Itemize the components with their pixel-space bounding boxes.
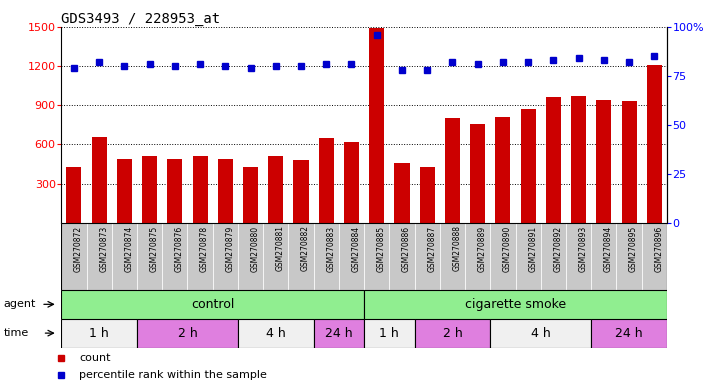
Text: GDS3493 / 228953_at: GDS3493 / 228953_at — [61, 12, 221, 26]
Text: GSM270886: GSM270886 — [402, 225, 411, 271]
Bar — [137, 319, 238, 348]
Bar — [490, 319, 591, 348]
Text: GSM270888: GSM270888 — [453, 225, 461, 271]
Bar — [546, 98, 561, 223]
Bar — [61, 290, 364, 319]
Bar — [591, 223, 616, 290]
Bar — [162, 223, 187, 290]
Bar — [616, 223, 642, 290]
Bar — [394, 163, 410, 223]
Text: GSM270874: GSM270874 — [125, 225, 133, 271]
Bar — [415, 223, 440, 290]
Bar — [364, 290, 667, 319]
Text: GSM270884: GSM270884 — [352, 225, 360, 271]
Bar — [591, 319, 667, 348]
Text: GSM270879: GSM270879 — [226, 225, 234, 271]
Bar — [339, 223, 364, 290]
Bar — [389, 223, 415, 290]
Text: 1 h: 1 h — [89, 327, 109, 339]
Bar — [268, 156, 283, 223]
Bar — [218, 159, 233, 223]
Bar — [571, 96, 586, 223]
Bar — [516, 223, 541, 290]
Text: GSM270894: GSM270894 — [604, 225, 613, 271]
Bar — [142, 156, 157, 223]
Text: GSM270893: GSM270893 — [579, 225, 588, 271]
Text: GSM270880: GSM270880 — [251, 225, 260, 271]
Bar — [642, 223, 667, 290]
Text: 2 h: 2 h — [443, 327, 462, 339]
Text: GSM270885: GSM270885 — [377, 225, 386, 271]
Bar — [364, 223, 389, 290]
Bar — [445, 118, 460, 223]
Bar — [420, 167, 435, 223]
Bar — [521, 109, 536, 223]
Bar — [137, 223, 162, 290]
Bar — [344, 142, 359, 223]
Bar — [465, 223, 490, 290]
Text: 24 h: 24 h — [615, 327, 643, 339]
Bar — [117, 159, 132, 223]
Bar — [541, 223, 566, 290]
Bar — [187, 223, 213, 290]
Bar — [415, 319, 490, 348]
Bar — [314, 223, 339, 290]
Bar — [596, 100, 611, 223]
Bar — [66, 167, 81, 223]
Text: percentile rank within the sample: percentile rank within the sample — [79, 370, 267, 380]
Text: cigarette smoke: cigarette smoke — [465, 298, 566, 311]
Text: time: time — [4, 328, 29, 338]
Text: GSM270895: GSM270895 — [629, 225, 638, 271]
Text: control: control — [191, 298, 234, 311]
Bar — [238, 319, 314, 348]
Text: GSM270887: GSM270887 — [427, 225, 436, 271]
Text: GSM270891: GSM270891 — [528, 225, 537, 271]
Bar — [263, 223, 288, 290]
Bar — [622, 101, 637, 223]
Text: GSM270881: GSM270881 — [276, 225, 285, 271]
Bar — [213, 223, 238, 290]
Bar — [288, 223, 314, 290]
Bar — [61, 319, 137, 348]
Text: GSM270889: GSM270889 — [478, 225, 487, 271]
Bar — [193, 156, 208, 223]
Text: count: count — [79, 353, 111, 363]
Bar — [364, 319, 415, 348]
Text: GSM270876: GSM270876 — [175, 225, 184, 271]
Bar — [92, 137, 107, 223]
Bar — [293, 160, 309, 223]
Text: GSM270883: GSM270883 — [327, 225, 335, 271]
Bar — [490, 223, 516, 290]
Text: 4 h: 4 h — [531, 327, 551, 339]
Text: 24 h: 24 h — [325, 327, 353, 339]
Bar — [647, 65, 662, 223]
Text: GSM270878: GSM270878 — [200, 225, 209, 271]
Text: GSM270892: GSM270892 — [554, 225, 562, 271]
Text: 4 h: 4 h — [266, 327, 286, 339]
Text: GSM270896: GSM270896 — [655, 225, 663, 271]
Text: GSM270882: GSM270882 — [301, 225, 310, 271]
Bar — [319, 138, 334, 223]
Text: agent: agent — [4, 299, 36, 310]
Bar — [369, 28, 384, 223]
Bar — [566, 223, 591, 290]
Bar — [112, 223, 137, 290]
Text: GSM270873: GSM270873 — [99, 225, 108, 271]
Bar — [61, 223, 87, 290]
Bar — [243, 167, 258, 223]
Bar — [440, 223, 465, 290]
Text: GSM270872: GSM270872 — [74, 225, 83, 271]
Bar — [238, 223, 263, 290]
Bar — [470, 124, 485, 223]
Bar — [87, 223, 112, 290]
Text: 2 h: 2 h — [177, 327, 198, 339]
Bar — [495, 117, 510, 223]
Bar — [167, 159, 182, 223]
Text: GSM270875: GSM270875 — [150, 225, 159, 271]
Text: GSM270890: GSM270890 — [503, 225, 512, 271]
Bar — [314, 319, 364, 348]
Text: 1 h: 1 h — [379, 327, 399, 339]
